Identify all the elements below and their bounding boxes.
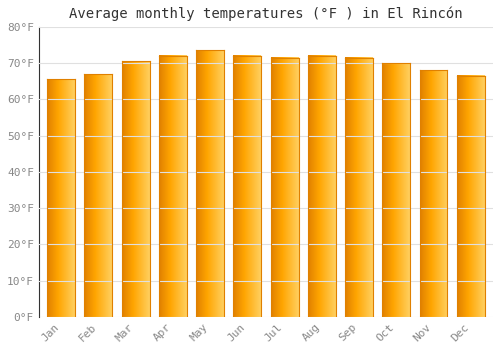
Title: Average monthly temperatures (°F ) in El Rincón: Average monthly temperatures (°F ) in El… [69, 7, 462, 21]
